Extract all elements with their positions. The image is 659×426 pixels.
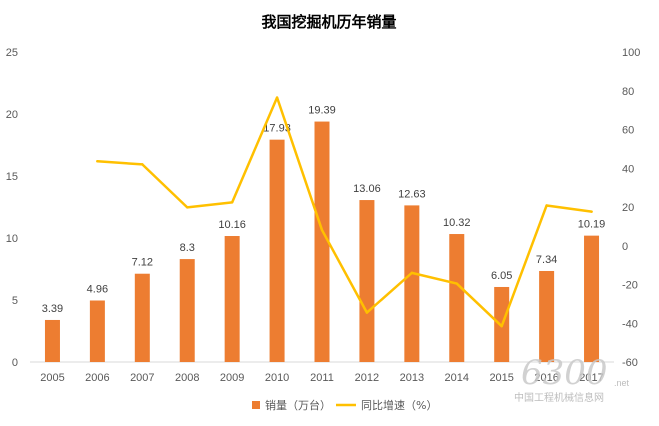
bar-data-label: 7.34 (536, 254, 557, 266)
y-tick-label: 20 (6, 109, 18, 121)
y-tick-label: 15 (6, 171, 18, 183)
line-point (320, 228, 324, 232)
bar-data-label: 10.16 (218, 219, 246, 231)
line-series (96, 96, 593, 328)
bar (359, 200, 375, 362)
line-point (141, 163, 144, 166)
chart-title: 我国挖掘机历年销量 (261, 13, 396, 31)
y-tick-label: 0 (12, 357, 18, 369)
bar (89, 300, 105, 362)
x-tick-label: 2017 (579, 372, 603, 384)
line-point (500, 324, 503, 328)
bar-series (44, 121, 600, 363)
y-tick-label: 10 (6, 233, 18, 245)
legend-line-label: 同比增速（%） (361, 398, 437, 412)
bar-data-label: 4.96 (87, 283, 108, 295)
bar (224, 236, 240, 362)
y2-tick-label: 100 (622, 47, 640, 59)
legend-bar-swatch (252, 401, 260, 409)
line-point (410, 271, 414, 275)
bar (179, 259, 195, 362)
x-tick-label: 2006 (85, 372, 109, 384)
watermark-logo-suffix: .net (614, 378, 630, 388)
y2-tick-label: 80 (622, 86, 634, 98)
bar-data-label: 10.32 (443, 217, 471, 229)
bar-data-label: 19.39 (308, 105, 336, 117)
y2-tick-label: -20 (622, 280, 638, 292)
x-axis: 2005 2006 2007 2008 2009 2010 2011 2012 2013 2014… (40, 372, 604, 384)
y-tick-label: 25 (6, 47, 18, 59)
bar-data-label: 10.19 (578, 219, 606, 231)
line-point (455, 282, 458, 285)
line-point (275, 96, 279, 99)
bar-data-label: 8.3 (180, 242, 195, 254)
y-axis-right: -60 -40 -20 0 20 40 60 80 100 (622, 47, 640, 369)
line-point (365, 311, 369, 314)
y2-tick-label: 20 (622, 202, 634, 214)
x-tick-label: 2015 (489, 372, 513, 384)
line-point (186, 206, 189, 209)
bar (44, 319, 60, 362)
bar-data-label: 17.93 (263, 123, 291, 135)
y2-tick-label: 60 (622, 125, 634, 137)
y-tick-label: 5 (12, 295, 18, 307)
legend: 销量（万台） 同比增速（%） (252, 398, 437, 412)
growth-rate-line (96, 96, 593, 328)
data-labels: 3.39 4.96 7.12 8.3 10.16 17.93 19.39 13.06 12.63… (42, 105, 606, 315)
y2-tick-label: 0 (622, 241, 628, 253)
line-point (96, 160, 99, 163)
x-tick-label: 2014 (445, 372, 469, 384)
y2-tick-label: -60 (622, 357, 638, 369)
y2-tick-label: -40 (622, 318, 638, 330)
bar-data-label: 12.63 (398, 188, 426, 200)
bar (134, 273, 150, 362)
bar (449, 234, 465, 362)
bar-data-label: 3.39 (42, 303, 63, 315)
y2-tick-label: 40 (622, 163, 634, 175)
watermark-site-name: 中国工程机械信息网 (514, 391, 604, 404)
x-tick-label: 2012 (355, 372, 379, 384)
bar-data-label: 7.12 (132, 257, 153, 269)
x-tick-label: 2008 (175, 372, 199, 384)
bar (314, 121, 330, 363)
x-tick-label: 2007 (130, 372, 154, 384)
x-tick-label: 2009 (220, 372, 244, 384)
bar-data-label: 6.05 (491, 270, 512, 282)
line-point (230, 201, 234, 204)
bar (539, 270, 555, 362)
bar (404, 205, 420, 362)
bar-data-label: 13.06 (353, 183, 381, 195)
legend-bar-label: 销量（万台） (265, 398, 331, 412)
x-tick-label: 2013 (400, 372, 424, 384)
x-tick-label: 2005 (40, 372, 64, 384)
line-point (590, 210, 593, 213)
line-point (545, 204, 548, 207)
x-tick-label: 2011 (310, 372, 334, 384)
x-tick-label: 2010 (265, 372, 289, 384)
watermark: 6300 .net 中国工程机械信息网 (514, 353, 630, 404)
bar (584, 235, 600, 362)
bar (269, 139, 285, 362)
y-axis-left: 0 5 10 15 20 25 (6, 47, 18, 369)
watermark-logo-number: 6300 (521, 353, 608, 393)
x-tick-label: 2016 (534, 372, 558, 384)
